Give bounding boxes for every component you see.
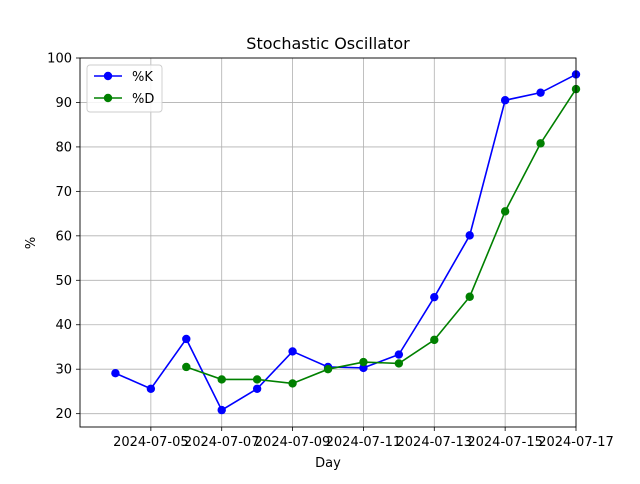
y-tick-label: 40 xyxy=(55,318,72,333)
data-point xyxy=(288,347,297,356)
legend: %K %D xyxy=(86,64,163,113)
data-point xyxy=(288,379,297,388)
chart-title: Stochastic Oscillator xyxy=(246,34,410,53)
data-point xyxy=(465,231,474,240)
data-point xyxy=(359,363,368,373)
data-point xyxy=(323,365,333,374)
y-tick-label: 100 xyxy=(47,52,72,67)
x-tick-label: 2024-07-17 xyxy=(538,435,614,450)
data-point xyxy=(217,405,226,415)
data-point xyxy=(430,292,439,302)
x-tick-label: 2024-07-05 xyxy=(113,435,189,450)
data-point xyxy=(252,375,262,384)
data-point xyxy=(394,359,404,368)
y-tick-label: 50 xyxy=(55,274,72,289)
x-tick-label: 2024-07-07 xyxy=(184,435,260,450)
series-k xyxy=(111,70,581,415)
x-axis-label: Day xyxy=(315,456,341,471)
y-tick-label: 60 xyxy=(55,229,72,244)
data-point xyxy=(394,350,404,359)
data-point xyxy=(252,384,262,393)
y-axis-label: % xyxy=(24,237,39,249)
y-tick-label: 90 xyxy=(55,96,72,111)
data-point xyxy=(111,369,120,378)
y-tick-label: 70 xyxy=(55,185,72,200)
series-line xyxy=(115,73,577,412)
series-line xyxy=(186,88,577,385)
data-point xyxy=(500,207,510,216)
data-point xyxy=(217,375,226,384)
y-tick-label: 80 xyxy=(55,140,72,155)
legend-marker xyxy=(103,93,113,103)
y-tick-label: 20 xyxy=(55,407,72,422)
data-point xyxy=(536,139,545,148)
legend-label: %K xyxy=(132,70,153,85)
x-tick-label: 2024-07-13 xyxy=(397,435,473,450)
data-point xyxy=(182,334,191,344)
y-tick-label: 30 xyxy=(55,363,72,378)
x-tick-label: 2024-07-15 xyxy=(467,435,543,450)
data-point xyxy=(500,96,510,105)
data-point xyxy=(465,292,474,301)
data-point xyxy=(430,335,439,345)
legend-marker xyxy=(103,71,113,81)
data-point xyxy=(182,362,191,372)
x-tick-label: 2024-07-11 xyxy=(326,435,402,450)
x-tick-label: 2024-07-09 xyxy=(255,435,331,450)
data-point xyxy=(146,384,156,393)
plot-frame xyxy=(79,57,577,428)
data-point xyxy=(359,357,368,367)
series-d xyxy=(182,84,581,388)
data-point xyxy=(536,88,545,97)
legend-label: %D xyxy=(132,92,154,107)
